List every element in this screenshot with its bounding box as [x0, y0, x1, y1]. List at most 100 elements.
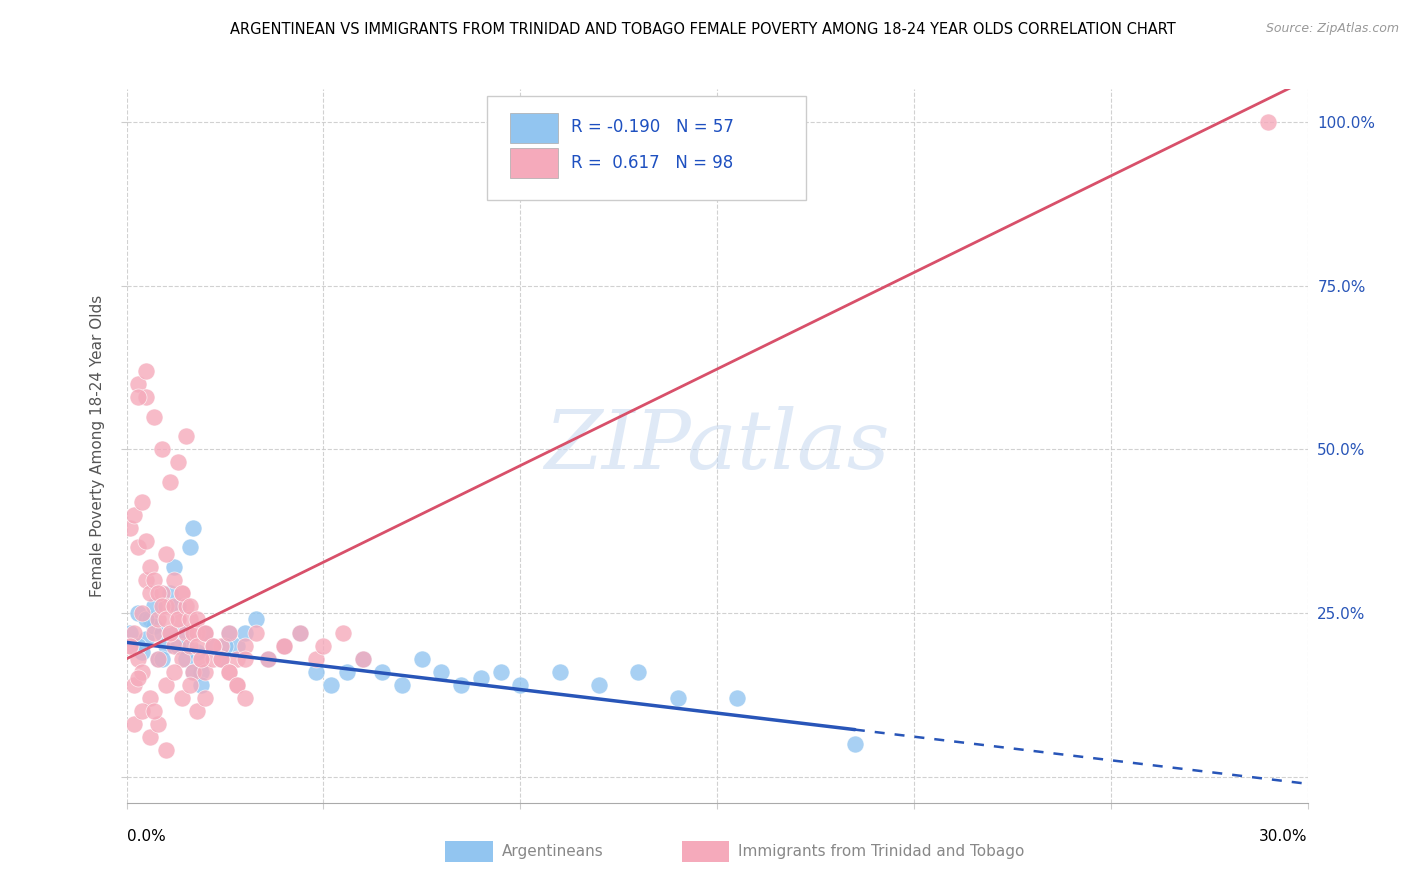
Point: [225, 678, 247, 692]
Point: [127, 672, 149, 686]
Point: [179, 599, 201, 614]
Point: [120, 625, 142, 640]
Point: [170, 625, 193, 640]
Point: [135, 632, 157, 647]
Point: [627, 665, 650, 679]
Point: [127, 390, 149, 404]
Point: [150, 625, 173, 640]
Point: [163, 573, 186, 587]
Point: [131, 645, 153, 659]
Point: [218, 625, 240, 640]
Point: [288, 625, 311, 640]
Point: [166, 612, 188, 626]
Point: [155, 639, 177, 653]
Point: [150, 586, 173, 600]
Point: [166, 455, 188, 469]
Text: Source: ZipAtlas.com: Source: ZipAtlas.com: [1265, 22, 1399, 36]
Point: [209, 652, 232, 666]
Point: [304, 652, 326, 666]
Point: [194, 625, 217, 640]
Point: [131, 494, 153, 508]
Point: [163, 599, 186, 614]
Point: [214, 639, 236, 653]
Point: [509, 678, 531, 692]
Point: [174, 639, 197, 653]
Text: 0.0%: 0.0%: [127, 829, 166, 844]
Point: [139, 586, 162, 600]
Point: [844, 737, 866, 751]
Point: [202, 652, 225, 666]
Point: [548, 665, 571, 679]
Point: [209, 639, 232, 653]
Point: [209, 652, 232, 666]
Point: [146, 652, 169, 666]
Point: [146, 717, 169, 731]
Point: [666, 691, 689, 706]
Point: [190, 665, 212, 679]
Point: [257, 652, 280, 666]
Point: [155, 599, 177, 614]
Point: [159, 625, 181, 640]
Point: [194, 691, 217, 706]
Point: [218, 665, 240, 679]
Point: [124, 717, 146, 731]
Point: [183, 625, 205, 640]
Point: [146, 652, 169, 666]
Point: [190, 652, 212, 666]
Point: [202, 639, 225, 653]
Point: [179, 639, 201, 653]
Point: [166, 612, 188, 626]
Point: [225, 678, 247, 692]
Point: [336, 665, 359, 679]
Point: [183, 665, 205, 679]
Point: [288, 625, 311, 640]
Point: [179, 612, 201, 626]
Text: ZIPatlas: ZIPatlas: [544, 406, 890, 486]
Point: [139, 560, 162, 574]
Point: [202, 639, 225, 653]
Text: R =  0.617   N = 98: R = 0.617 N = 98: [571, 153, 733, 171]
Point: [202, 639, 225, 653]
Point: [186, 645, 208, 659]
Point: [233, 691, 256, 706]
Point: [194, 625, 217, 640]
Point: [150, 442, 173, 457]
Point: [120, 639, 142, 653]
Point: [179, 678, 201, 692]
Point: [225, 639, 247, 653]
Point: [163, 639, 186, 653]
Point: [257, 652, 280, 666]
Text: 30.0%: 30.0%: [1260, 829, 1308, 844]
Point: [209, 652, 232, 666]
Point: [143, 625, 166, 640]
Point: [163, 560, 186, 574]
Point: [371, 665, 394, 679]
Point: [218, 665, 240, 679]
Text: Immigrants from Trinidad and Tobago: Immigrants from Trinidad and Tobago: [738, 844, 1025, 859]
Point: [179, 541, 201, 555]
Point: [124, 508, 146, 522]
Point: [174, 625, 197, 640]
Point: [190, 678, 212, 692]
Point: [127, 652, 149, 666]
Point: [159, 586, 181, 600]
Point: [150, 652, 173, 666]
Point: [233, 639, 256, 653]
Point: [139, 731, 162, 745]
Point: [127, 606, 149, 620]
Point: [143, 704, 166, 718]
Point: [470, 672, 492, 686]
FancyBboxPatch shape: [446, 840, 492, 862]
Point: [139, 612, 162, 626]
Point: [159, 475, 181, 489]
FancyBboxPatch shape: [486, 96, 806, 200]
Point: [150, 599, 173, 614]
Point: [127, 541, 149, 555]
Point: [124, 639, 146, 653]
FancyBboxPatch shape: [510, 148, 558, 178]
Point: [146, 612, 169, 626]
Point: [143, 409, 166, 424]
Point: [166, 639, 188, 653]
Text: R = -0.190   N = 57: R = -0.190 N = 57: [571, 118, 734, 136]
Point: [135, 573, 157, 587]
